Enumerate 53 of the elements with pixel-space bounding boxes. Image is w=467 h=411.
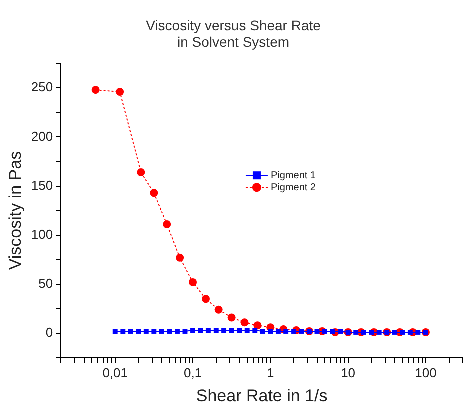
chart-title: Viscosity versus Shear Rate in Solvent System: [146, 17, 322, 50]
y-tick-label: 50: [38, 276, 54, 291]
x-tick-label: 1: [267, 365, 274, 380]
x-tick-label: 100: [415, 365, 437, 380]
point: [338, 329, 343, 334]
point: [400, 330, 406, 335]
y-tick-label: 0: [46, 325, 54, 340]
point: [244, 328, 250, 333]
point: [376, 330, 382, 335]
point: [292, 329, 297, 334]
point: [128, 329, 134, 334]
point: [330, 329, 336, 334]
point: [112, 329, 118, 334]
point: [198, 328, 204, 333]
point: [284, 329, 289, 334]
point: [416, 330, 421, 335]
y-tick-label: 250: [31, 80, 54, 95]
y-tick-label: 200: [31, 128, 54, 144]
y-tick-label: 150: [31, 178, 54, 193]
point: [120, 329, 126, 334]
point: [260, 329, 266, 334]
point: [144, 329, 149, 334]
point: [152, 329, 157, 334]
point: [322, 329, 328, 334]
point: [136, 329, 142, 334]
point: [206, 328, 211, 333]
point: [182, 329, 188, 334]
y-tick-label: 100: [31, 226, 54, 242]
x-tick-label: 10: [341, 365, 356, 380]
x-tick-label: 0,1: [184, 365, 202, 380]
x-axis-title: Shear Rate in 1/s: [196, 386, 328, 406]
point: [392, 330, 398, 335]
point: [276, 329, 281, 334]
point: [190, 328, 196, 333]
legend-label: Pigment 2: [270, 182, 316, 194]
point: [222, 328, 227, 333]
point: [167, 329, 172, 334]
point: [408, 330, 413, 335]
x-tick-label: 0,01: [102, 365, 128, 380]
point: [361, 330, 366, 335]
point: [268, 329, 274, 334]
y-axis-title: Viscosity in Pas: [6, 151, 25, 270]
point: [175, 329, 180, 334]
point: [214, 328, 219, 333]
point: [252, 328, 258, 333]
point: [299, 329, 304, 334]
legend-label: Pigment 1: [270, 170, 316, 182]
point: [314, 329, 320, 334]
point: [369, 330, 374, 335]
point: [354, 330, 359, 335]
point: [237, 328, 242, 333]
point: [159, 329, 164, 334]
point: [229, 328, 234, 333]
